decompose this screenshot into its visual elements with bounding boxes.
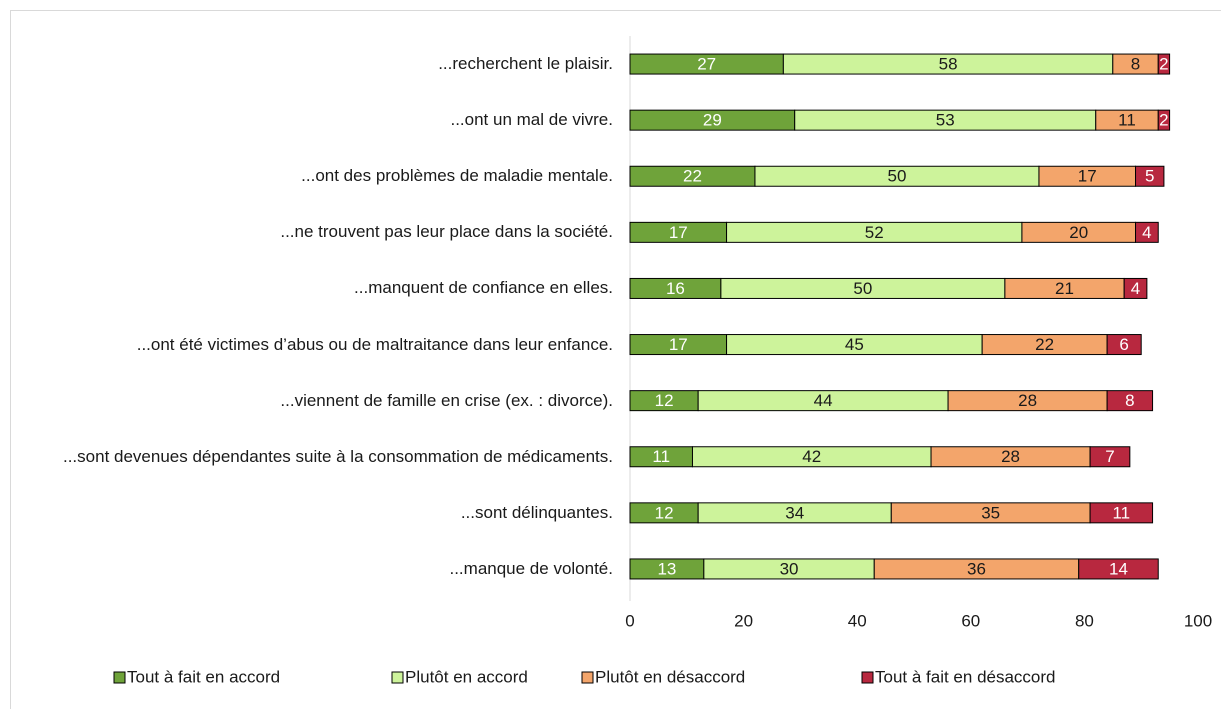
category-label: ...ont été victimes d’abus ou de maltrai… xyxy=(136,334,613,354)
bar-segment xyxy=(1157,53,1171,75)
data-label: 34 xyxy=(785,503,804,522)
data-label: 35 xyxy=(981,503,1000,522)
legend-label: Tout à fait en désaccord xyxy=(875,667,1056,686)
data-label: 20 xyxy=(1069,223,1088,242)
data-label: 11 xyxy=(1112,503,1130,522)
category-label: ...sont devenues dépendantes suite à la … xyxy=(62,446,613,466)
data-label: 42 xyxy=(802,447,821,466)
data-label: 52 xyxy=(865,223,884,242)
data-label: 14 xyxy=(1109,559,1128,578)
category-label: ...sont délinquantes. xyxy=(460,502,613,522)
x-tick-label: 80 xyxy=(1075,611,1094,630)
legend-swatch xyxy=(113,671,126,684)
data-label: 8 xyxy=(1131,55,1140,74)
data-label: 11 xyxy=(1118,111,1136,130)
data-label: 17 xyxy=(1078,167,1097,186)
category-label: ...ont des problèmes de maladie mentale. xyxy=(301,166,613,186)
data-label: 58 xyxy=(939,55,958,74)
bar-segment xyxy=(1089,502,1154,524)
bar-segment xyxy=(1135,221,1159,243)
category-label: ...manquent de confiance en elles. xyxy=(354,278,613,298)
data-label: 44 xyxy=(814,391,833,410)
x-tick-label: 100 xyxy=(1184,611,1212,630)
data-label: 50 xyxy=(887,167,906,186)
data-label: 5 xyxy=(1145,167,1154,186)
chart-frame xyxy=(10,10,1221,709)
data-label: 22 xyxy=(1035,335,1054,354)
data-label: 17 xyxy=(669,335,688,354)
data-label: 30 xyxy=(780,559,799,578)
data-label: 22 xyxy=(683,167,702,186)
data-label: 29 xyxy=(703,111,722,130)
legend-swatch xyxy=(861,671,874,684)
category-label: ...ont un mal de vivre. xyxy=(450,110,613,130)
data-label: 13 xyxy=(657,559,676,578)
bar-segment xyxy=(1078,558,1159,580)
bar-segment xyxy=(1135,165,1165,187)
data-label: 16 xyxy=(666,279,685,298)
bar-segment xyxy=(1106,390,1154,412)
category-label: ...ne trouvent pas leur place dans la so… xyxy=(280,222,613,242)
data-label: 2 xyxy=(1159,111,1168,130)
data-label: 11 xyxy=(652,447,670,466)
data-label: 2 xyxy=(1159,55,1168,74)
legend-label: Tout à fait en accord xyxy=(127,667,280,686)
data-label: 17 xyxy=(669,223,688,242)
data-label: 7 xyxy=(1105,447,1114,466)
data-label: 8 xyxy=(1125,391,1134,410)
data-label: 28 xyxy=(1001,447,1020,466)
data-label: 53 xyxy=(936,111,955,130)
data-label: 28 xyxy=(1018,391,1037,410)
x-tick-label: 20 xyxy=(734,611,753,630)
legend-swatch xyxy=(391,671,404,684)
category-label: ...manque de volonté. xyxy=(449,558,613,578)
data-label: 4 xyxy=(1131,279,1140,298)
bar-segment xyxy=(1123,277,1148,299)
legend-label: Plutôt en désaccord xyxy=(595,667,745,686)
data-label: 21 xyxy=(1055,279,1074,298)
bar-segment xyxy=(1157,109,1171,131)
x-tick-label: 60 xyxy=(961,611,980,630)
data-label: 12 xyxy=(655,391,674,410)
category-label: ...recherchent le plaisir. xyxy=(438,54,613,74)
x-tick-label: 40 xyxy=(848,611,867,630)
data-label: 6 xyxy=(1119,335,1128,354)
x-tick-label: 0 xyxy=(625,611,634,630)
data-label: 50 xyxy=(853,279,872,298)
legend-label: Plutôt en accord xyxy=(405,667,528,686)
data-label: 36 xyxy=(967,559,986,578)
bar-segment xyxy=(1089,446,1131,468)
data-label: 27 xyxy=(697,55,716,74)
legend-swatch xyxy=(581,671,594,684)
data-label: 4 xyxy=(1142,223,1151,242)
bar-segment xyxy=(1106,334,1142,356)
category-label: ...viennent de famille en crise (ex. : d… xyxy=(280,390,613,410)
data-label: 12 xyxy=(655,503,674,522)
data-label: 45 xyxy=(845,335,864,354)
